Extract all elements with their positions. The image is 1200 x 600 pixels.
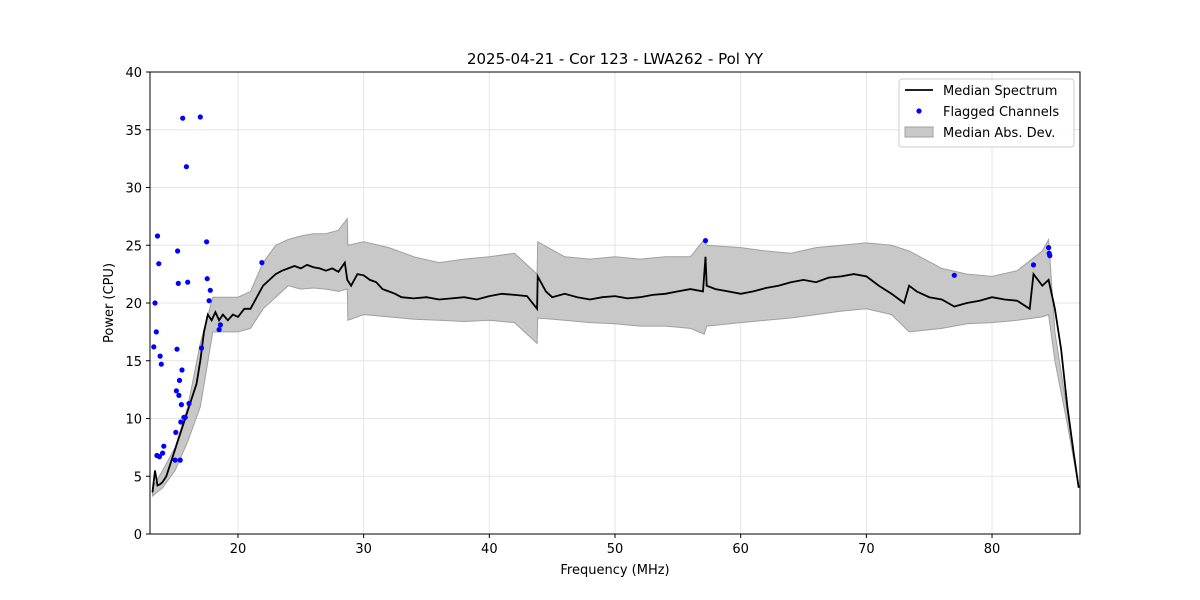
flagged-points bbox=[151, 114, 1053, 463]
y-axis-label: Power (CPU) bbox=[102, 263, 117, 343]
x-tick-label: 60 bbox=[732, 542, 749, 557]
y-tick-label: 20 bbox=[125, 297, 142, 312]
flagged-channel-point bbox=[179, 367, 185, 373]
legend-box bbox=[898, 78, 1075, 148]
flagged-channel-point bbox=[216, 327, 222, 333]
flagged-channel-point bbox=[158, 361, 164, 367]
flagged-channel-point bbox=[259, 260, 265, 266]
y-ticks: 0 5 10 15 20 25 30 35 40 bbox=[125, 66, 150, 543]
y-tick-label: 30 bbox=[125, 182, 142, 197]
flagged-channel-point bbox=[175, 280, 181, 286]
flagged-channel-point bbox=[156, 261, 162, 267]
x-tick-label: 80 bbox=[984, 542, 1001, 557]
flagged-channel-point bbox=[176, 392, 182, 398]
flagged-channel-point bbox=[154, 233, 161, 239]
flagged-channel-point bbox=[173, 388, 179, 394]
x-tick-label: 70 bbox=[858, 542, 875, 557]
flagged-channel-point bbox=[178, 419, 184, 425]
flagged-channel-point bbox=[173, 429, 179, 435]
flagged-channel-point bbox=[702, 238, 709, 244]
flagged-channel-point bbox=[951, 272, 957, 278]
chart-title: 2025-04-21 - Cor 123 - LWA262 - Pol YY bbox=[467, 50, 764, 68]
legend-label: Flagged Channels bbox=[943, 105, 1059, 120]
x-tick-label: 40 bbox=[481, 542, 498, 557]
legend: Median Spectrum Flagged Channels Median Ab… bbox=[898, 78, 1075, 148]
flagged-channel-point bbox=[156, 454, 162, 460]
flagged-channel-point bbox=[204, 276, 210, 282]
flagged-channel-point bbox=[174, 346, 180, 352]
flagged-channel-point bbox=[180, 115, 186, 121]
flagged-channel-point bbox=[161, 443, 167, 449]
flagged-channel-point bbox=[157, 353, 163, 359]
flagged-channel-point bbox=[1046, 245, 1052, 251]
legend-label: Median Abs. Dev. bbox=[943, 126, 1055, 141]
y-tick-label: 10 bbox=[125, 413, 142, 428]
flagged-channel-point bbox=[186, 400, 192, 407]
legend-label: Median Spectrum bbox=[943, 84, 1057, 99]
flagged-channel-point bbox=[151, 344, 157, 350]
flagged-channel-point bbox=[160, 450, 166, 456]
flagged-channel-point bbox=[172, 457, 178, 463]
x-ticks: 20 30 40 50 60 70 80 bbox=[230, 534, 1001, 557]
flagged-channel-point bbox=[197, 114, 203, 120]
y-tick-label: 40 bbox=[125, 66, 142, 81]
flagged-channel-point bbox=[178, 402, 184, 408]
y-tick-label: 5 bbox=[134, 470, 142, 485]
legend-dot-swatch bbox=[916, 108, 922, 114]
y-tick-label: 35 bbox=[125, 124, 142, 139]
x-tick-label: 30 bbox=[355, 542, 372, 557]
median-spectrum-line bbox=[151, 256, 1080, 493]
flagged-channel-point bbox=[1047, 253, 1053, 259]
flagged-channel-point bbox=[1030, 262, 1037, 268]
median-line-layer bbox=[151, 256, 1080, 493]
y-tick-label: 0 bbox=[134, 528, 142, 543]
x-tick-label: 50 bbox=[607, 542, 624, 557]
flagged-channel-point bbox=[152, 300, 158, 306]
flagged-channel-point bbox=[217, 322, 223, 328]
x-tick-label: 20 bbox=[230, 542, 247, 557]
flagged-channel-point bbox=[185, 279, 191, 285]
flagged-channel-point bbox=[153, 329, 159, 335]
flagged-channel-point bbox=[176, 377, 183, 383]
flagged-channel-point bbox=[177, 457, 183, 463]
flagged-channel-point bbox=[175, 248, 181, 254]
flagged-channel-point bbox=[182, 414, 188, 420]
flagged-channel-point bbox=[204, 239, 210, 245]
legend-patch-swatch bbox=[904, 126, 934, 138]
flagged-channel-point bbox=[183, 164, 189, 170]
flagged-channel-point bbox=[198, 345, 205, 351]
y-tick-label: 25 bbox=[125, 239, 142, 254]
flagged-channel-point bbox=[206, 298, 212, 304]
x-axis-label: Frequency (MHz) bbox=[560, 563, 669, 578]
flagged-channel-point bbox=[207, 287, 213, 293]
y-tick-label: 15 bbox=[125, 355, 142, 370]
